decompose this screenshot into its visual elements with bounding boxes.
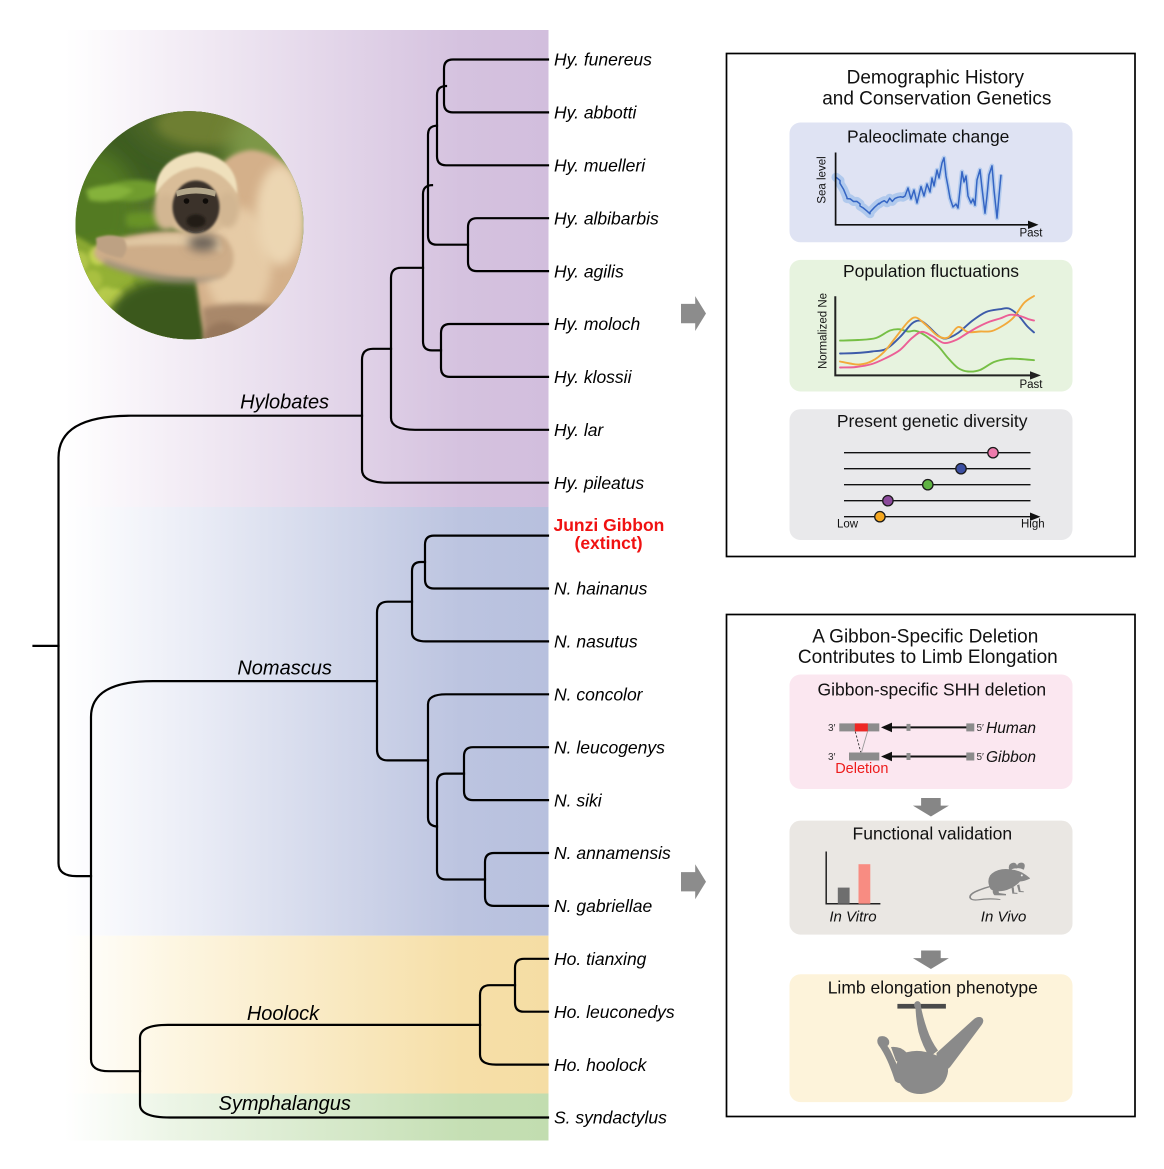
svg-text:(extinct): (extinct): [575, 533, 643, 553]
svg-text:and Conservation Genetics: and Conservation Genetics: [822, 89, 1051, 110]
svg-text:N. annamensis: N. annamensis: [554, 843, 671, 863]
svg-text:Hy. funereus: Hy. funereus: [554, 50, 652, 70]
svg-text:Contributes to Limb Elongation: Contributes to Limb Elongation: [798, 647, 1058, 668]
svg-text:Deletion: Deletion: [835, 761, 888, 777]
svg-text:Hy. klossii: Hy. klossii: [554, 367, 633, 387]
svg-text:N. gabriellae: N. gabriellae: [554, 896, 653, 916]
svg-text:Gibbon-specific SHH deletion: Gibbon-specific SHH deletion: [818, 680, 1047, 700]
svg-text:Paleoclimate change: Paleoclimate change: [847, 126, 1009, 146]
svg-text:Human: Human: [986, 720, 1036, 737]
svg-text:Normalized Ne: Normalized Ne: [818, 293, 830, 369]
svg-text:5′: 5′: [977, 752, 985, 763]
svg-text:N. leucogenys: N. leucogenys: [554, 737, 665, 757]
svg-text:High: High: [1021, 519, 1045, 531]
svg-text:Ho. leuconedys: Ho. leuconedys: [554, 1002, 675, 1022]
svg-text:S. syndactylus: S. syndactylus: [554, 1108, 667, 1128]
svg-text:Hoolock: Hoolock: [247, 1003, 320, 1025]
svg-text:Hy. abbotti: Hy. abbotti: [554, 103, 637, 123]
svg-text:N. nasutus: N. nasutus: [554, 632, 638, 652]
svg-text:Hy. muelleri: Hy. muelleri: [554, 156, 646, 176]
svg-text:Functional validation: Functional validation: [853, 824, 1013, 844]
svg-text:Demographic History: Demographic History: [847, 68, 1025, 89]
svg-text:Hy. lar: Hy. lar: [554, 420, 604, 440]
svg-text:Past: Past: [1019, 379, 1043, 391]
svg-text:Present genetic diversity: Present genetic diversity: [837, 411, 1028, 431]
svg-text:Ho. hoolock: Ho. hoolock: [554, 1055, 648, 1075]
svg-text:Hy. albibarbis: Hy. albibarbis: [554, 208, 659, 228]
svg-text:Hy. pileatus: Hy. pileatus: [554, 473, 644, 493]
svg-text:N. hainanus: N. hainanus: [554, 579, 648, 599]
svg-text:In Vivo: In Vivo: [981, 909, 1027, 926]
svg-text:N. siki: N. siki: [554, 790, 603, 810]
svg-text:N. concolor: N. concolor: [554, 685, 644, 705]
svg-text:A Gibbon-Specific Deletion: A Gibbon-Specific Deletion: [812, 627, 1038, 648]
svg-text:3′: 3′: [828, 752, 836, 763]
svg-text:Past: Past: [1019, 228, 1043, 240]
svg-text:Hy. moloch: Hy. moloch: [554, 314, 640, 334]
svg-text:Ho. tianxing: Ho. tianxing: [554, 949, 647, 969]
svg-text:Junzi Gibbon: Junzi Gibbon: [554, 515, 665, 535]
svg-text:Sea level: Sea level: [817, 156, 829, 203]
svg-text:Symphalangus: Symphalangus: [219, 1093, 351, 1115]
svg-text:Low: Low: [837, 519, 859, 531]
svg-text:Limb elongation phenotype: Limb elongation phenotype: [828, 978, 1038, 998]
svg-text:5′: 5′: [977, 723, 985, 734]
svg-text:Hy. agilis: Hy. agilis: [554, 261, 624, 281]
svg-text:Population fluctuations: Population fluctuations: [843, 261, 1019, 281]
svg-text:In Vitro: In Vitro: [829, 909, 876, 926]
svg-text:Nomascus: Nomascus: [237, 658, 331, 680]
svg-text:3′: 3′: [828, 723, 836, 734]
svg-text:Hylobates: Hylobates: [240, 392, 329, 414]
svg-text:Gibbon: Gibbon: [986, 749, 1036, 766]
